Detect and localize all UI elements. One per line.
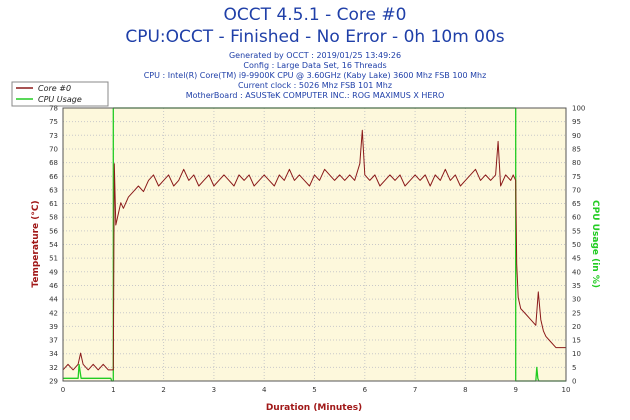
y2-tick-label: 35 [572, 282, 581, 290]
y2-tick-label: 90 [572, 132, 581, 140]
y-tick-label: 54 [49, 241, 58, 249]
x-tick-label: 8 [463, 386, 467, 394]
info-generated: Generated by OCCT : 2019/01/25 13:49:26 [229, 51, 401, 60]
legend: Core #0 CPU Usage [11, 81, 109, 107]
y-tick-label: 68 [49, 159, 58, 167]
legend-label-cpu: CPU Usage [38, 95, 82, 104]
info-clock: Current clock : 5026 Mhz FSB 101 Mhz [238, 81, 392, 90]
y2-tick-label: 25 [572, 309, 581, 317]
y-tick-label: 49 [49, 268, 58, 276]
x-tick-label: 0 [61, 386, 65, 394]
y2-tick-label: 15 [572, 337, 581, 345]
x-tick-label: 10 [562, 386, 571, 394]
y-axis-label: Temperature (°C) [31, 200, 41, 287]
y2-tick-label: 0 [572, 378, 576, 386]
y-tick-label: 29 [49, 378, 58, 386]
y-tick-label: 39 [49, 323, 58, 331]
y-tick-label: 78 [49, 105, 58, 113]
y-tick-label: 42 [49, 309, 58, 317]
chart-subtitle: CPU:OCCT - Finished - No Error - 0h 10m … [125, 27, 504, 47]
y-tick-label: 37 [49, 337, 58, 345]
y2-tick-label: 40 [572, 268, 581, 276]
y2-tick-label: 75 [572, 173, 581, 181]
y-tick-label: 58 [49, 214, 58, 222]
y-tick-label: 44 [49, 296, 58, 304]
y2-tick-label: 65 [572, 200, 581, 208]
y2-tick-label: 100 [572, 105, 585, 113]
plot-frame [62, 107, 567, 382]
y-tick-label: 46 [49, 282, 58, 290]
x-tick-label: 4 [262, 386, 267, 394]
y-tick-label: 34 [49, 350, 58, 358]
x-tick-label: 1 [111, 386, 115, 394]
y2-tick-label: 70 [572, 186, 581, 194]
x-tick-label: 7 [413, 386, 417, 394]
y-tick-label: 32 [49, 364, 58, 372]
y-tick-label: 70 [49, 145, 58, 153]
y-tick-label: 61 [49, 200, 58, 208]
x-tick-label: 9 [513, 386, 517, 394]
y2-tick-label: 45 [572, 255, 581, 263]
series-core-temperature-line [62, 129, 566, 371]
y2-tick-label: 80 [572, 159, 581, 167]
y2-axis-label: CPU Usage (in %) [590, 200, 600, 288]
y-tick-label: 51 [49, 255, 58, 263]
y-tick-label: 66 [49, 173, 58, 181]
chart-title: OCCT 4.5.1 - Core #0 [224, 5, 407, 25]
y2-tick-label: 85 [572, 145, 581, 153]
x-tick-label: 2 [161, 386, 165, 394]
y2-tick-label: 60 [572, 214, 581, 222]
info-config: Config : Large Data Set, 16 Threads [243, 61, 386, 70]
y-tick-label: 56 [49, 227, 58, 235]
legend-box [11, 81, 109, 107]
y-tick-label: 73 [49, 132, 58, 140]
x-axis-label: Duration (Minutes) [266, 403, 362, 413]
info-motherboard: MotherBoard : ASUSTeK COMPUTER INC.: ROG… [186, 91, 445, 100]
y2-tick-label: 10 [572, 350, 581, 358]
y2-tick-label: 50 [572, 241, 581, 249]
y-tick-label: 75 [49, 118, 58, 126]
y2-tick-label: 55 [572, 227, 581, 235]
y2-tick-label: 95 [572, 118, 581, 126]
legend-label-core: Core #0 [38, 84, 71, 93]
x-tick-label: 6 [363, 386, 368, 394]
x-tick-label: 3 [212, 386, 216, 394]
info-cpu: CPU : Intel(R) Core(TM) i9-9900K CPU @ 3… [144, 71, 487, 80]
x-tick-label: 5 [312, 386, 316, 394]
y2-tick-label: 5 [572, 364, 576, 372]
y2-tick-label: 30 [572, 296, 581, 304]
y-tick-label: 63 [49, 186, 58, 194]
y2-tick-label: 20 [572, 323, 581, 331]
